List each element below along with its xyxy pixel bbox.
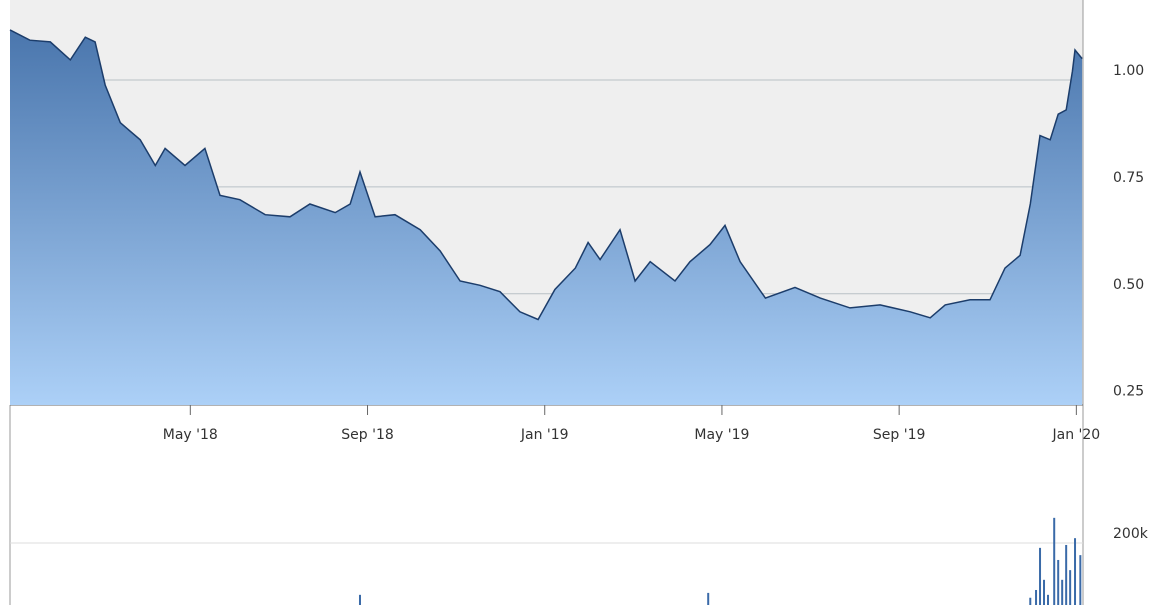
- volume-bar: [358, 594, 361, 605]
- volume-bar: [1079, 555, 1082, 605]
- volume-bar: [1039, 547, 1042, 605]
- y-tick-label: 0.75: [1113, 170, 1144, 186]
- volume-bar: [1065, 544, 1068, 605]
- x-tick-label: Jan '19: [520, 427, 569, 443]
- y-tick-label: 0.25: [1113, 384, 1144, 400]
- volume-bar: [1035, 589, 1038, 605]
- volume-bar: [1061, 579, 1064, 605]
- volume-bar: [1043, 579, 1046, 605]
- x-tick-label: May '19: [694, 427, 749, 443]
- volume-bar: [707, 592, 710, 605]
- volume-bar: [1057, 559, 1060, 605]
- volume-bar: [1069, 570, 1072, 605]
- volume-bar: [1074, 538, 1077, 605]
- price-line: [9, 29, 1083, 321]
- x-tick-label: Sep '18: [341, 427, 394, 443]
- y-tick-label: 1.00: [1113, 63, 1144, 79]
- y-tick-label: 200k: [1113, 526, 1149, 542]
- x-tick-label: Jan '20: [1052, 427, 1101, 443]
- price-area: [10, 29, 1083, 406]
- x-tick-label: Sep '19: [873, 427, 926, 443]
- x-tick-label: May '18: [163, 427, 218, 443]
- y-tick-label: 0.50: [1113, 277, 1144, 293]
- volume-bar: [1053, 517, 1056, 605]
- volume-bar: [1029, 597, 1032, 605]
- volume-bar: [1047, 594, 1050, 605]
